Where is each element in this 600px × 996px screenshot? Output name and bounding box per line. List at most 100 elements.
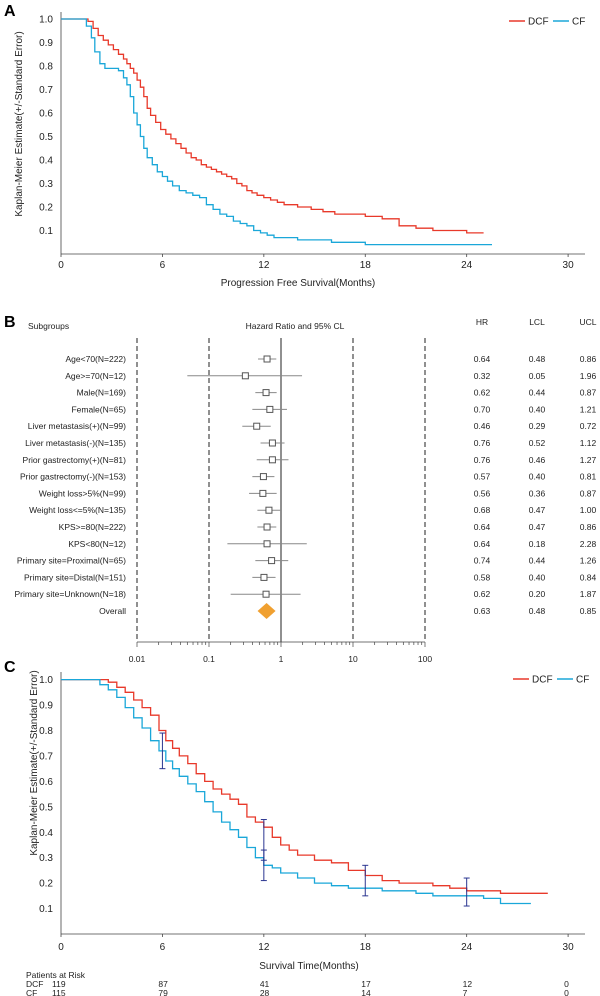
panel-a-y-tick-label: 0.3	[39, 179, 53, 190]
panel-c-x-tick-label: 18	[360, 942, 372, 953]
panel-c-y-tick-label: 0.1	[39, 904, 53, 915]
forest-ucl-value: 0.84	[580, 572, 597, 582]
forest-hr-marker	[259, 489, 267, 497]
panel-a-x-tick-label: 30	[563, 260, 575, 271]
panel-a-x-tick-label: 6	[160, 260, 166, 271]
panel-c-error-bars	[159, 732, 470, 907]
forest-hr-value: 0.57	[474, 472, 491, 482]
panel-c-ylabel: Kaplan-Meier Estimate(+/-Standard Error)	[29, 670, 40, 855]
forest-ucl-value: 2.28	[580, 539, 597, 549]
forest-row-label: Male(N=169)	[77, 388, 127, 398]
panel-a-y-tick-label: 0.6	[39, 109, 53, 120]
forest-lcl-value: 0.29	[529, 421, 546, 431]
forest-hr-marker	[260, 573, 268, 581]
panel-c-letter: C	[4, 659, 16, 676]
forest-row: Weight loss>5%(N=99) 0.56 0.36 0.87	[39, 488, 597, 498]
panel-a-ylabel: Kaplan-Meier Estimate(+/-Standard Error)	[14, 31, 25, 216]
panel-a-curves	[61, 18, 492, 246]
forest-row-label: KPS>=80(N=222)	[59, 522, 127, 532]
panel-a-y-tick-label: 0.1	[39, 226, 53, 237]
panel-c-x-tick-label: 6	[160, 942, 166, 953]
forest-header-hr: HR	[476, 317, 488, 327]
forest-hr-value: 0.64	[474, 354, 491, 364]
forest-ucl-value: 1.12	[580, 438, 597, 448]
forest-lcl-value: 0.46	[529, 455, 546, 465]
forest-ucl-value: 0.87	[580, 388, 597, 398]
panel-c-y-tick-label: 0.5	[39, 802, 53, 813]
forest-ucl-value: 1.27	[580, 455, 597, 465]
panel-c-x-tick-label: 30	[563, 942, 575, 953]
panel-c-x-tick-label: 0	[58, 942, 64, 953]
forest-row-label: Female(N=65)	[71, 404, 126, 414]
forest-hr-marker	[262, 590, 270, 598]
forest-row-label: Primary site=Unknown(N=18)	[15, 589, 127, 599]
panel-c-y-tick-label: 0.2	[39, 879, 53, 890]
forest-row: KPS>=80(N=222) 0.64 0.47 0.86	[59, 522, 597, 532]
forest-hr-value: 0.63	[474, 606, 491, 616]
at-risk-value: 17	[361, 979, 371, 989]
at-risk-value: 0	[564, 988, 569, 996]
forest-hr-marker	[253, 422, 261, 430]
panel-a-curve-cf	[61, 18, 492, 246]
panel-a-xlabel: Progression Free Survival(Months)	[221, 278, 376, 289]
forest-hr-marker	[263, 523, 271, 531]
panel-c-x-tick-label: 12	[258, 942, 270, 953]
at-risk-value: 28	[260, 988, 270, 996]
panel-c-curve-dcf	[61, 678, 548, 894]
forest-row: Primary site=Distal(N=151) 0.58 0.40 0.84	[24, 572, 597, 582]
forest-lcl-value: 0.40	[529, 572, 546, 582]
panel-a-y-tick-label: 0.9	[39, 38, 53, 49]
forest-row-label: Age>=70(N=12)	[65, 371, 126, 381]
forest-ucl-value: 1.00	[580, 505, 597, 515]
panel-c-xlabel: Survival Time(Months)	[259, 961, 358, 972]
forest-lcl-value: 0.52	[529, 438, 546, 448]
panel-c-y-tick-label: 0.3	[39, 853, 53, 864]
forest-ucl-value: 0.86	[580, 354, 597, 364]
forest-ucl-value: 0.81	[580, 472, 597, 482]
panel-a-x-tick-label: 18	[360, 260, 372, 271]
at-risk-value: 119	[52, 979, 66, 989]
panel-a: A 0 6 12 18 24 30 0.1 0.2 0.3 0.4 0.5 0.6 0.7 0.8 0.9 1…	[4, 3, 585, 289]
at-risk-value: 79	[158, 988, 168, 996]
panel-a-letter: A	[4, 3, 16, 20]
forest-hr-marker	[268, 439, 276, 447]
forest-row-label: Age<70(N=222)	[66, 354, 127, 364]
forest-x-tick-label: 100	[418, 654, 432, 664]
forest-row-label: Primary site=Distal(N=151)	[24, 572, 126, 582]
at-risk-value: 14	[361, 988, 371, 996]
forest-hr-marker	[268, 557, 276, 565]
panel-c-axes: 0 6 12 18 24 30 0.1 0.2 0.3 0.4 0.5 0.6 0.7 0.8 0.9 1.0	[39, 672, 585, 953]
forest-lcl-value: 0.20	[529, 589, 546, 599]
forest-row: Liver metastasis(-)(N=135) 0.76 0.52 1.12	[25, 438, 596, 448]
forest-rows: Age<70(N=222) 0.64 0.48 0.86 Age>=70(N=12) 0.…	[15, 354, 597, 619]
at-risk-row-label: CF	[26, 988, 37, 996]
panel-a-y-tick-label: 0.2	[39, 203, 53, 214]
panel-c-curves	[61, 678, 548, 905]
forest-hr-value: 0.32	[474, 371, 491, 381]
forest-row: Weight loss<=5%(N=135) 0.68 0.47 1.00	[29, 505, 596, 515]
forest-row-label: Weight loss>5%(N=99)	[39, 488, 126, 498]
panel-c-y-tick-label: 0.9	[39, 701, 53, 712]
panel-a-x-tick-label: 0	[58, 260, 64, 271]
forest-header-ucl: UCL	[579, 317, 596, 327]
forest-lcl-value: 0.44	[529, 388, 546, 398]
forest-header-lcl: LCL	[529, 317, 545, 327]
forest-hr-value: 0.68	[474, 505, 491, 515]
forest-row: Male(N=169) 0.62 0.44 0.87	[77, 388, 597, 398]
forest-header-subgroups: Subgroups	[28, 321, 69, 331]
forest-row-label: Weight loss<=5%(N=135)	[29, 505, 126, 515]
forest-row: Overall 0.63 0.48 0.85	[99, 603, 597, 619]
forest-lcl-value: 0.05	[529, 371, 546, 381]
forest-hr-marker	[262, 389, 270, 397]
forest-ucl-value: 1.96	[580, 371, 597, 381]
forest-hr-marker	[263, 540, 271, 548]
forest-hr-value: 0.70	[474, 404, 491, 414]
forest-hr-marker	[263, 355, 271, 363]
panel-b-letter: B	[4, 314, 16, 331]
panel-c-y-tick-label: 0.6	[39, 777, 53, 788]
at-risk-value: 12	[463, 979, 473, 989]
panel-c-legend-label-cf: CF	[576, 675, 589, 686]
forest-row-label: Primary site=Proximal(N=65)	[17, 556, 126, 566]
